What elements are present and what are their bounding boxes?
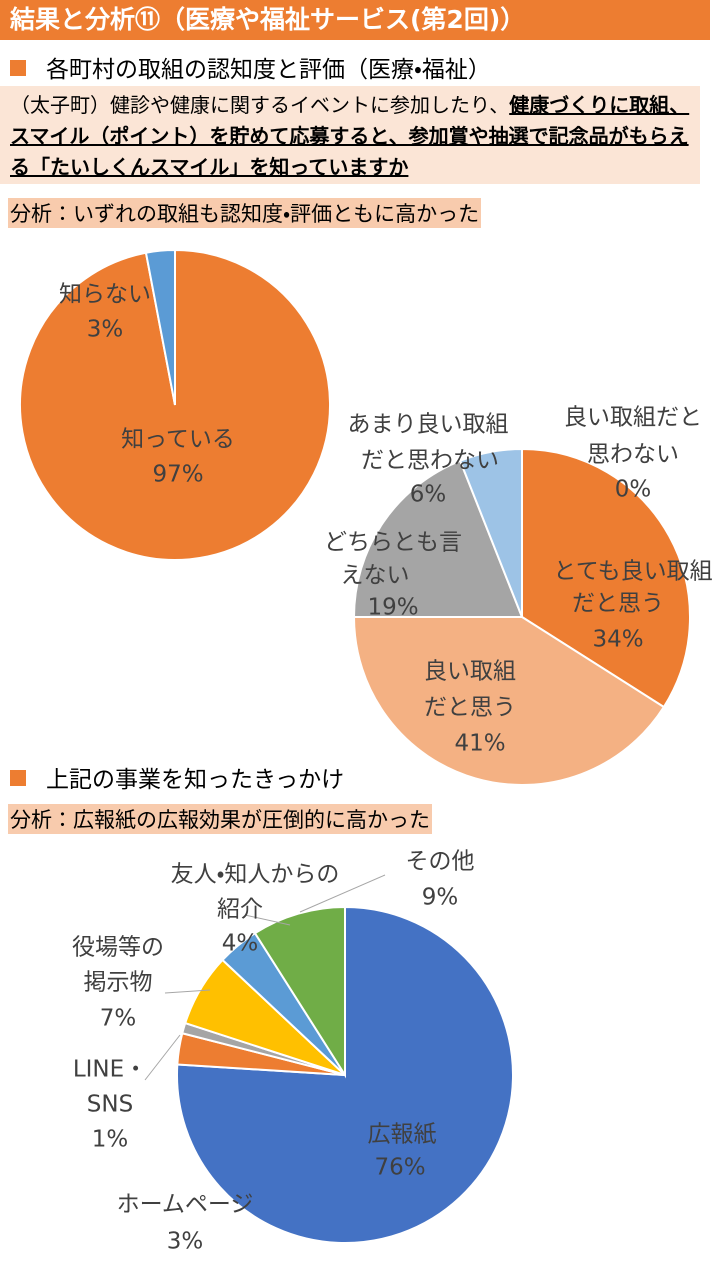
slice-label: だと思う — [572, 591, 664, 617]
value-label: 19% — [367, 595, 418, 621]
value-label: 3% — [87, 317, 124, 343]
slice-label: だと思う — [424, 695, 516, 721]
pie-slice — [352, 616, 666, 787]
slice-label: 掲示物 — [84, 970, 153, 996]
question: （太子町）健診や健康に関するイベントに参加したり、健康づくりに取組、スマイル（ポ… — [0, 86, 700, 184]
slice-label: 知っている — [121, 427, 235, 453]
slice-label: 役場等の — [72, 935, 164, 961]
slice-label: ホームページ — [117, 1192, 254, 1218]
section-heading: 上記の事業を知ったきっかけ — [10, 760, 344, 794]
slice-label: LINE・ — [73, 1057, 147, 1083]
leader-line — [144, 1034, 181, 1081]
slice-label: 広報紙 — [368, 1122, 437, 1148]
value-label: 6% — [410, 482, 447, 508]
question-underlined: 健康づくりに取組、スマイル（ポイント）を貯めて応募すると、参加賞や抽選で記念品が… — [10, 93, 690, 179]
value-label: 7% — [100, 1006, 137, 1032]
value-label: 0% — [615, 477, 652, 503]
slice-label: 友人・知人からの — [171, 862, 340, 888]
leader-line — [244, 914, 291, 926]
slice-label: 紹介 — [217, 897, 263, 923]
slice-label: 思わない — [587, 442, 679, 468]
slice-label: 知らない — [59, 282, 151, 308]
slice-label: あまり良い取組 — [348, 412, 509, 438]
page-title: 結果と分析⑪（医療や福祉サービス(第2回)） — [0, 0, 710, 40]
slice-label: だと思わない — [361, 448, 499, 474]
pie-slice — [144, 248, 176, 406]
value-label: 4% — [222, 931, 259, 957]
section-heading: 各町村の取組の認知度と評価（医療・福祉） — [10, 50, 491, 84]
value-label: 41% — [454, 731, 505, 757]
pie-slice — [253, 905, 346, 1079]
value-label: 97% — [152, 462, 203, 488]
leader-line — [299, 874, 386, 913]
value-label: 76% — [374, 1155, 425, 1181]
slice-label: えない — [341, 563, 410, 589]
slice-label: どちらとも言 — [324, 530, 462, 556]
pie-slice — [175, 905, 514, 1244]
slice-label: 良い取組だと — [564, 405, 702, 431]
slice-label: その他 — [406, 849, 475, 875]
value-label: 1% — [92, 1127, 129, 1153]
slice-label: 良い取組 — [424, 659, 516, 685]
analysis: 分析：広報紙の広報効果が圧倒的に高かった — [8, 804, 432, 834]
value-label: 34% — [592, 627, 643, 653]
analysis: 分析：いずれの取組も認知度・評価ともに高かった — [8, 198, 482, 228]
slice-label: SNS — [87, 1092, 133, 1118]
question-text: （太子町）健診や健康に関するイベントに参加したり、 — [10, 93, 510, 117]
pie-slice — [352, 459, 524, 618]
leader-line — [164, 989, 211, 994]
value-label: 3% — [167, 1229, 204, 1255]
value-label: 9% — [422, 885, 459, 911]
slice-label: とても良い取組 — [553, 559, 712, 585]
